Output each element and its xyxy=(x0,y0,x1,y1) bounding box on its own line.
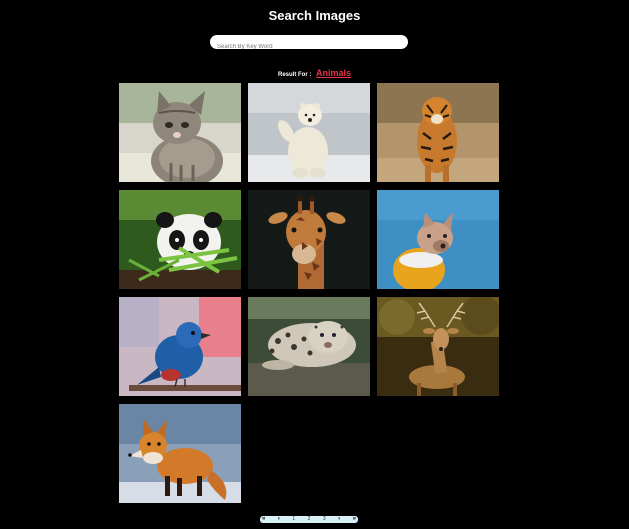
kitten-image xyxy=(119,83,241,182)
image-card-deer[interactable] xyxy=(377,297,499,396)
result-label: Result For : xyxy=(277,72,312,78)
image-card-french-bulldog[interactable] xyxy=(377,190,499,289)
result-heading: Result For : Animals xyxy=(0,68,629,78)
image-card-panda[interactable] xyxy=(119,190,241,289)
pagination: « ‹ 1 2 3 › » xyxy=(260,516,358,523)
giraffe-image xyxy=(248,190,370,289)
image-card-tiger[interactable] xyxy=(377,83,499,182)
search-bar[interactable] xyxy=(210,35,408,49)
snow-leopard-image xyxy=(248,297,370,396)
last-page-button[interactable]: » xyxy=(352,516,356,522)
tiger-image xyxy=(377,83,499,182)
result-keyword[interactable]: Animals xyxy=(316,68,352,78)
red-fox-image xyxy=(119,404,241,503)
image-card-red-fox[interactable] xyxy=(119,404,241,503)
deer-image xyxy=(377,297,499,396)
page-1-button[interactable]: 1 xyxy=(292,516,296,522)
image-card-snow-leopard[interactable] xyxy=(248,297,370,396)
polar-bear-image xyxy=(248,83,370,182)
image-card-kitten[interactable] xyxy=(119,83,241,182)
page-title: Search Images xyxy=(268,8,361,23)
page-3-button[interactable]: 3 xyxy=(322,516,326,522)
image-card-blue-bird[interactable] xyxy=(119,297,241,396)
first-page-button[interactable]: « xyxy=(262,516,266,522)
french-bulldog-image xyxy=(377,190,499,289)
next-page-button[interactable]: › xyxy=(338,516,341,522)
image-card-polar-bear[interactable] xyxy=(248,83,370,182)
image-grid xyxy=(119,83,499,503)
image-card-giraffe[interactable] xyxy=(248,190,370,289)
page-2-button[interactable]: 2 xyxy=(307,516,311,522)
blue-bird-image xyxy=(119,297,241,396)
search-input[interactable] xyxy=(210,40,405,49)
prev-page-button[interactable]: ‹ xyxy=(277,516,280,522)
panda-image xyxy=(119,190,241,289)
